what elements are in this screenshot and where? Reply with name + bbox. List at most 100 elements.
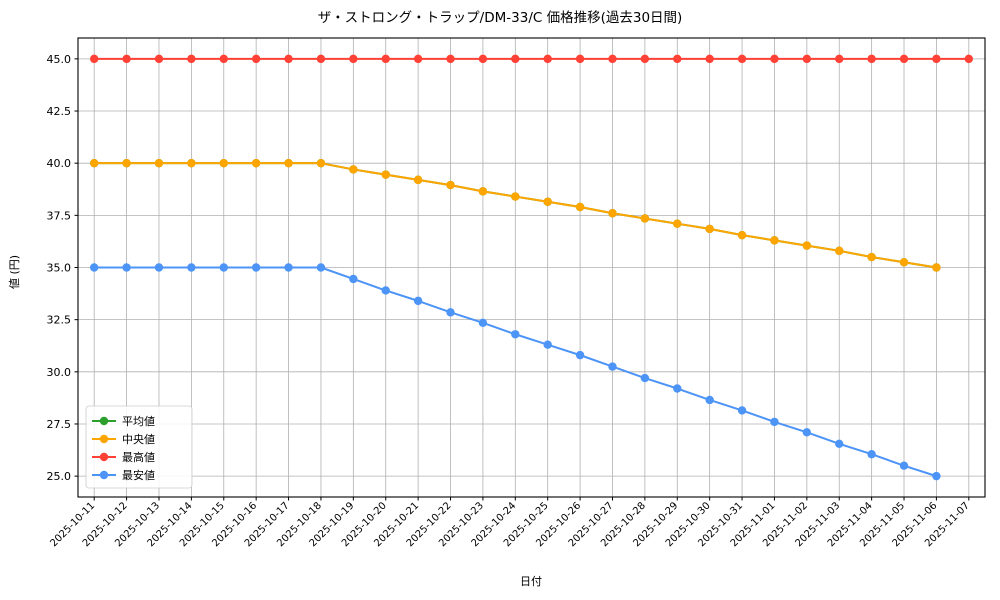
series-最安値 [89,263,941,481]
data-point-marker [381,54,390,64]
y-tick-label: 37.5 [47,209,72,222]
legend-label: 平均値 [122,415,155,428]
data-point-marker [835,54,844,64]
data-point-marker [867,54,876,64]
data-point-marker [802,54,812,64]
data-point-marker [187,158,196,168]
data-point-marker [349,165,358,174]
data-point-marker [932,263,941,272]
data-point-marker [640,373,650,383]
data-point-marker [413,296,423,306]
data-point-marker [122,158,131,168]
data-point-marker [251,158,261,168]
legend-marker [99,452,109,462]
data-point-marker [575,350,585,360]
data-point-marker [705,395,714,405]
legend-marker [99,434,109,444]
legend-item-平均値[interactable]: 平均値 [92,415,155,428]
legend-box [85,405,193,489]
data-point-marker [219,263,228,272]
data-series-layer [89,54,974,481]
data-point-marker [867,252,876,262]
data-point-marker [381,170,390,179]
data-point-marker [964,54,974,64]
data-point-marker [284,263,293,272]
data-point-marker [154,54,164,64]
data-point-marker [446,308,455,317]
data-point-marker [835,439,844,448]
data-point-marker [154,158,164,168]
data-point-marker [899,258,909,267]
y-tick-label: 32.5 [47,314,72,327]
legend-label: 最安値 [122,468,155,482]
data-point-marker [835,246,844,256]
data-point-marker [867,450,876,459]
y-tick-label: 30.0 [47,366,72,379]
data-point-marker [349,54,358,64]
data-point-marker [770,417,779,427]
data-point-marker [413,54,423,64]
y-axis-ticks: 25.0 27.5 30.0 32.5 35.0 37.5 40.0 42.5 45.0 [47,53,78,483]
y-tick-label: 27.5 [47,418,72,431]
series-最高値 [89,54,974,64]
data-point-marker [640,214,650,223]
data-point-marker [608,362,617,371]
legend-label: 中央値 [122,433,155,446]
data-point-marker [932,471,941,481]
y-tick-label: 25.0 [47,470,72,483]
data-point-marker [478,318,488,327]
data-point-marker [446,54,455,64]
data-point-marker [284,54,293,64]
data-point-marker [511,54,520,64]
legend-label: 最高値 [122,450,155,464]
y-tick-label: 35.0 [47,262,72,275]
y-tick-label: 40.0 [47,157,72,170]
data-point-marker [575,54,585,64]
data-point-marker [251,263,261,272]
data-point-marker [673,384,682,393]
data-point-marker [737,406,747,415]
data-point-marker [316,158,326,168]
legend-item-中央値[interactable]: 中央値 [92,433,155,446]
data-point-marker [122,263,131,272]
data-point-marker [511,330,520,339]
data-point-marker [478,54,488,64]
data-point-marker [899,54,909,64]
data-point-marker [608,209,617,218]
data-point-marker [251,54,261,64]
legend-marker [99,470,109,480]
data-point-marker [543,54,552,64]
data-point-marker [446,180,455,190]
data-point-marker [349,274,358,284]
data-point-marker [478,187,488,196]
data-point-marker [316,54,326,64]
x-axis-label: 日付 [520,575,542,588]
data-point-marker [413,175,423,185]
data-point-marker [89,158,99,168]
data-point-marker [89,54,99,64]
data-point-marker [316,263,326,272]
data-point-marker [673,54,682,64]
data-point-marker [122,54,131,64]
data-point-marker [770,54,779,64]
data-point-marker [705,224,714,234]
data-point-marker [737,54,747,64]
y-axis-label: 値 (円) [8,255,21,289]
data-point-marker [187,54,196,64]
data-point-marker [511,192,520,201]
legend-item-最安値[interactable]: 最安値 [92,468,155,482]
y-tick-label: 45.0 [47,53,72,66]
data-point-marker [219,158,228,168]
legend-item-最高値[interactable]: 最高値 [92,450,155,464]
data-point-marker [381,286,390,295]
data-point-marker [802,428,812,437]
data-point-marker [608,54,617,64]
data-point-marker [932,54,941,64]
data-point-marker [705,54,714,64]
data-point-marker [154,263,164,272]
series-中央値 [89,158,941,272]
